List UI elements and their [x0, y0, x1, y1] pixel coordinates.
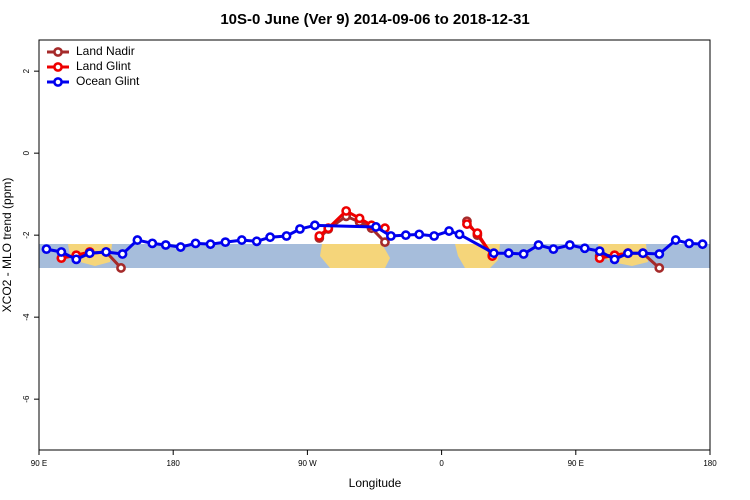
data-point — [609, 254, 620, 265]
data-point — [116, 263, 126, 273]
data-point — [84, 248, 95, 259]
data-point — [175, 242, 186, 252]
plot-frame — [38, 39, 711, 451]
data-point — [414, 229, 425, 240]
data-point — [548, 244, 559, 254]
y-tick-label: -2 — [22, 231, 31, 239]
legend-label: Land Glint — [76, 59, 131, 73]
data-point — [236, 235, 247, 245]
data-point — [503, 248, 514, 259]
data-point — [429, 231, 440, 241]
data-point — [147, 238, 158, 249]
data-point — [309, 220, 320, 231]
x-axis-label: Longitude — [349, 476, 402, 490]
data-point — [472, 228, 483, 239]
x-tick-label: 90 W — [298, 459, 317, 468]
y-tick-label: -4 — [22, 313, 31, 321]
data-point — [132, 235, 143, 245]
data-point — [400, 230, 411, 241]
y-axis-label: XCO2 - MLO trend (ppm) — [0, 178, 14, 313]
data-point — [190, 238, 201, 249]
legend-marker — [53, 77, 63, 87]
data-point — [265, 232, 276, 243]
data-point — [56, 247, 67, 257]
data-point — [371, 222, 381, 232]
data-point — [670, 235, 681, 245]
data-point — [444, 226, 454, 236]
legend-label: Land Nadir — [76, 44, 135, 58]
x-tick-label: 90 E — [568, 459, 584, 468]
y-tick-label: -6 — [22, 395, 31, 403]
data-point — [160, 240, 171, 250]
data-point — [462, 219, 472, 229]
y-tick-label: 0 — [22, 150, 31, 155]
data-point — [251, 236, 262, 247]
data-point — [488, 248, 499, 259]
chart-title: 10S-0 June (Ver 9) 2014-09-06 to 2018-12… — [220, 11, 529, 28]
data-point — [564, 240, 575, 250]
data-point — [518, 249, 529, 259]
data-point — [314, 231, 325, 241]
legend-label: Ocean Glint — [76, 74, 140, 88]
data-point — [41, 244, 52, 254]
legend-marker — [53, 62, 63, 72]
legend-marker — [53, 47, 63, 57]
data-point — [220, 237, 231, 248]
data-point — [341, 206, 352, 216]
x-tick-label: 180 — [167, 459, 181, 468]
data-point — [594, 246, 605, 257]
data-point — [380, 237, 390, 248]
data-point — [454, 229, 465, 240]
data-point — [386, 231, 396, 241]
data-point — [71, 254, 82, 265]
data-point — [654, 263, 665, 273]
data-point — [654, 249, 665, 259]
x-tick-label: 90 E — [31, 459, 47, 468]
data-point — [101, 247, 111, 257]
data-point — [579, 243, 590, 254]
data-point — [281, 231, 292, 241]
y-tick-label: 2 — [22, 68, 31, 73]
x-tick-label: 0 — [439, 459, 444, 468]
data-point — [697, 239, 708, 250]
data-point — [638, 248, 648, 259]
data-point — [684, 238, 695, 249]
x-tick-label: 180 — [703, 459, 717, 468]
data-point — [533, 240, 544, 250]
data-point — [295, 224, 305, 234]
data-point — [354, 213, 365, 224]
data-point — [623, 248, 633, 259]
data-point — [117, 249, 128, 259]
data-point — [205, 239, 216, 250]
